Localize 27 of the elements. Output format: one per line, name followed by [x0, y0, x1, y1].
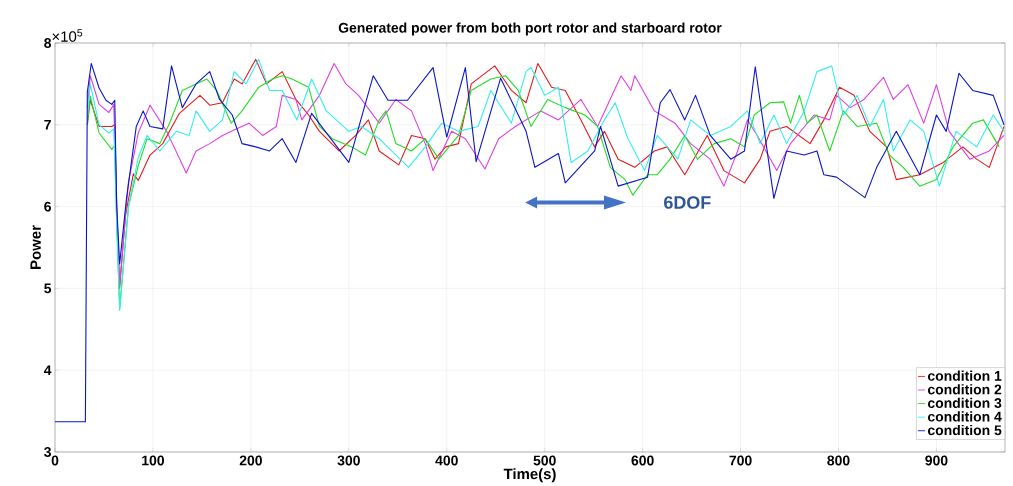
chart-title: Generated power from both port rotor and starboard rotor [338, 22, 722, 36]
text: ×10$^{5}$ [52, 29, 83, 43]
x-tick-label: 900 [925, 455, 948, 466]
x-tick-label: 300 [337, 455, 360, 466]
y-tick-label: 3 [44, 447, 51, 458]
x-tick-label: 500 [533, 455, 556, 466]
x-tick-label: 200 [239, 455, 262, 466]
y-axis-title: Power [30, 225, 41, 270]
annotation: 6DOF [664, 196, 711, 210]
x-tick-label: 400 [435, 455, 458, 466]
x-axis-title: Time(s) [503, 468, 556, 483]
legend-label: condition 5 [927, 425, 1002, 436]
y-tick-label: 7 [44, 120, 51, 130]
legend-label: condition 1 [927, 370, 1002, 382]
legend-label: condition 2 [927, 384, 1002, 395]
x-tick-label: 0 [51, 455, 59, 466]
legend-label: condition 4 [927, 411, 1002, 422]
y-tick-label: 6 [44, 201, 51, 212]
x-tick-label: 800 [827, 455, 850, 466]
x-tick-label: 100 [142, 455, 165, 466]
x-tick-label: 700 [729, 455, 752, 466]
legend-label: condition 3 [927, 398, 1002, 409]
y-tick-label: 5 [44, 283, 52, 294]
y-tick-label: 8 [44, 38, 52, 49]
x-tick-label: 600 [631, 455, 654, 466]
line-series [55, 63, 1005, 423]
y-tick-label: 4 [43, 365, 52, 376]
